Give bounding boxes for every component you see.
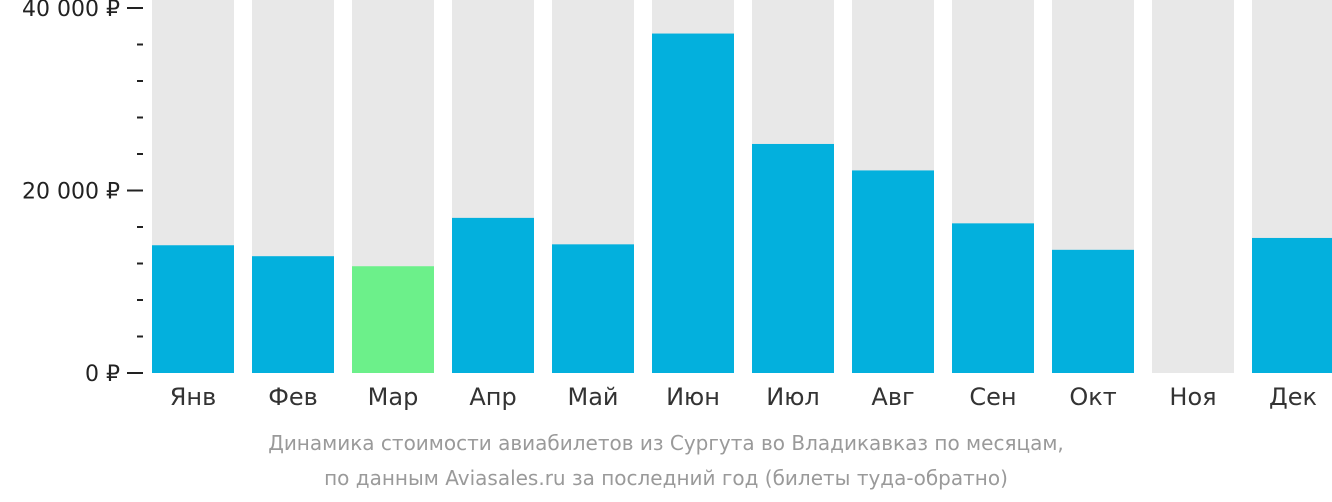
bar-Июл[interactable] [752,143,834,373]
x-tick-label: Фев [268,383,318,411]
background-column [1152,0,1234,373]
y-tick-label: 40 000 ₽ [22,0,120,22]
y-tick-label: 0 ₽ [85,362,120,387]
bar-Янв[interactable] [152,245,234,373]
bar-Фев[interactable] [252,256,334,373]
x-tick-label: Дек [1269,383,1317,411]
price-bar-chart: 0 ₽ 20 000 ₽ 40 000 ₽ Янв Фев Мар Апр Май Июн Ию… [22,0,1332,411]
x-tick-label: Мар [368,383,419,411]
x-tick-label: Июл [766,383,820,411]
bar-Окт[interactable] [1052,249,1134,373]
x-tick-label: Янв [170,383,217,411]
x-tick-label: Июн [666,383,720,411]
chart-caption-line-2: по данным Aviasales.ru за последний год … [324,466,1008,490]
bar-Дек[interactable] [1252,237,1332,373]
bar-Июн[interactable] [652,33,734,374]
x-tick-label: Авг [871,383,914,411]
x-tick-label: Сен [969,383,1016,411]
x-tick-label: Ноя [1169,383,1216,411]
bar-Апр[interactable] [452,217,534,373]
bar-Май[interactable] [552,244,634,373]
x-tick-label: Апр [469,383,516,411]
x-axis: Янв Фев Мар Апр Май Июн Июл Авг Сен Окт Ноя Дек [170,383,1317,411]
bar-Авг[interactable] [852,170,934,373]
y-axis: 0 ₽ 20 000 ₽ 40 000 ₽ [22,0,143,387]
y-tick-label: 20 000 ₽ [22,180,120,205]
x-tick-label: Май [567,383,618,411]
chart-caption-line-1: Динамика стоимости авиабилетов из Сургут… [268,431,1064,455]
bar-Сен[interactable] [952,223,1034,373]
bars [152,33,1332,374]
bar-Мар[interactable] [352,266,434,373]
x-tick-label: Окт [1069,383,1116,411]
